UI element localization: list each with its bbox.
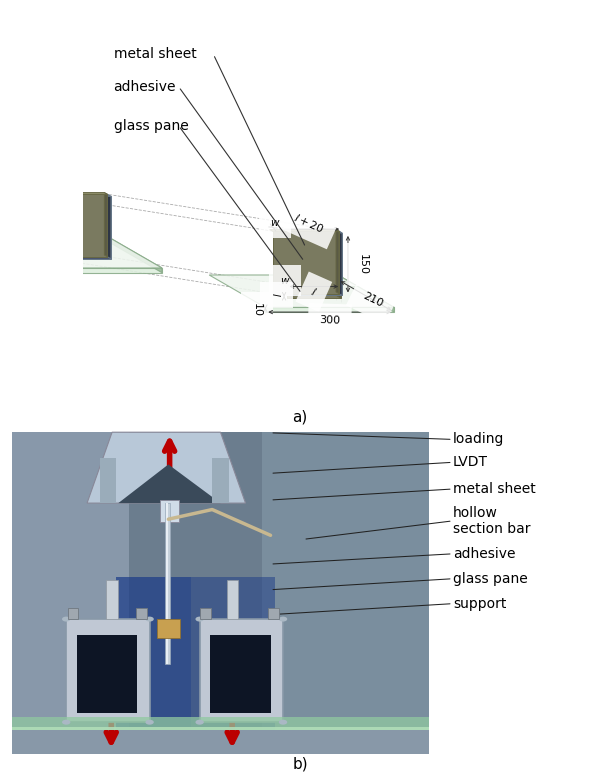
Bar [66, 619, 149, 722]
Bar [268, 608, 278, 619]
Bar [12, 717, 429, 730]
Bar [160, 500, 179, 522]
Bar [157, 619, 181, 639]
Bar [164, 503, 170, 664]
Text: adhesive: adhesive [113, 80, 176, 94]
Text: $w$: $w$ [280, 276, 290, 286]
Text: glass pane: glass pane [113, 118, 188, 132]
Bar [12, 432, 429, 755]
Polygon shape [41, 194, 107, 257]
Polygon shape [33, 268, 162, 272]
Circle shape [196, 617, 204, 622]
Text: glass pane: glass pane [453, 572, 528, 586]
Text: 150: 150 [358, 254, 368, 275]
Text: support: support [453, 597, 506, 611]
Bar [100, 458, 116, 503]
Text: hollow
section bar: hollow section bar [453, 506, 530, 536]
Bar [212, 458, 229, 503]
Polygon shape [265, 307, 394, 312]
Bar [166, 503, 168, 664]
Polygon shape [118, 464, 221, 503]
Bar [116, 577, 191, 755]
Text: 10: 10 [251, 303, 262, 317]
Text: a): a) [292, 409, 308, 425]
Text: b): b) [292, 756, 308, 771]
Text: $l+20$: $l+20$ [292, 211, 326, 235]
Polygon shape [339, 231, 342, 296]
Bar [12, 727, 429, 730]
Polygon shape [44, 197, 111, 259]
Circle shape [279, 720, 287, 724]
Polygon shape [107, 194, 111, 259]
Bar [191, 577, 275, 755]
Polygon shape [336, 288, 341, 298]
Text: adhesive: adhesive [453, 547, 515, 561]
Polygon shape [287, 290, 341, 298]
Bar [106, 580, 118, 619]
Polygon shape [336, 229, 339, 293]
Polygon shape [269, 229, 339, 231]
Circle shape [279, 617, 287, 622]
Bar [262, 432, 429, 755]
Polygon shape [87, 432, 245, 503]
Polygon shape [106, 235, 162, 272]
Bar [136, 608, 147, 619]
Polygon shape [41, 194, 111, 197]
Text: 210: 210 [361, 291, 384, 310]
Polygon shape [0, 235, 162, 268]
Bar [12, 432, 129, 755]
Circle shape [145, 617, 154, 622]
Text: $l$: $l$ [270, 293, 282, 297]
Text: $w$: $w$ [270, 218, 280, 228]
Bar [227, 580, 238, 619]
Polygon shape [209, 275, 394, 307]
Polygon shape [272, 231, 339, 293]
Text: $l$: $l$ [309, 286, 319, 298]
Polygon shape [38, 193, 107, 194]
Bar [200, 608, 211, 619]
Polygon shape [281, 288, 341, 290]
Polygon shape [276, 233, 342, 296]
Text: 300: 300 [319, 314, 340, 325]
Circle shape [196, 720, 204, 724]
Text: LVDT: LVDT [453, 455, 488, 470]
Polygon shape [104, 193, 107, 257]
Bar [210, 635, 271, 713]
Bar [77, 635, 137, 713]
Polygon shape [272, 231, 342, 233]
Text: metal sheet: metal sheet [453, 482, 536, 496]
Bar [200, 619, 283, 722]
Circle shape [145, 720, 154, 724]
Circle shape [62, 617, 70, 622]
Bar [12, 730, 429, 755]
Polygon shape [338, 275, 394, 312]
Text: metal sheet: metal sheet [113, 47, 196, 61]
Circle shape [62, 720, 70, 724]
Text: loading: loading [453, 433, 505, 447]
Bar [68, 608, 79, 619]
